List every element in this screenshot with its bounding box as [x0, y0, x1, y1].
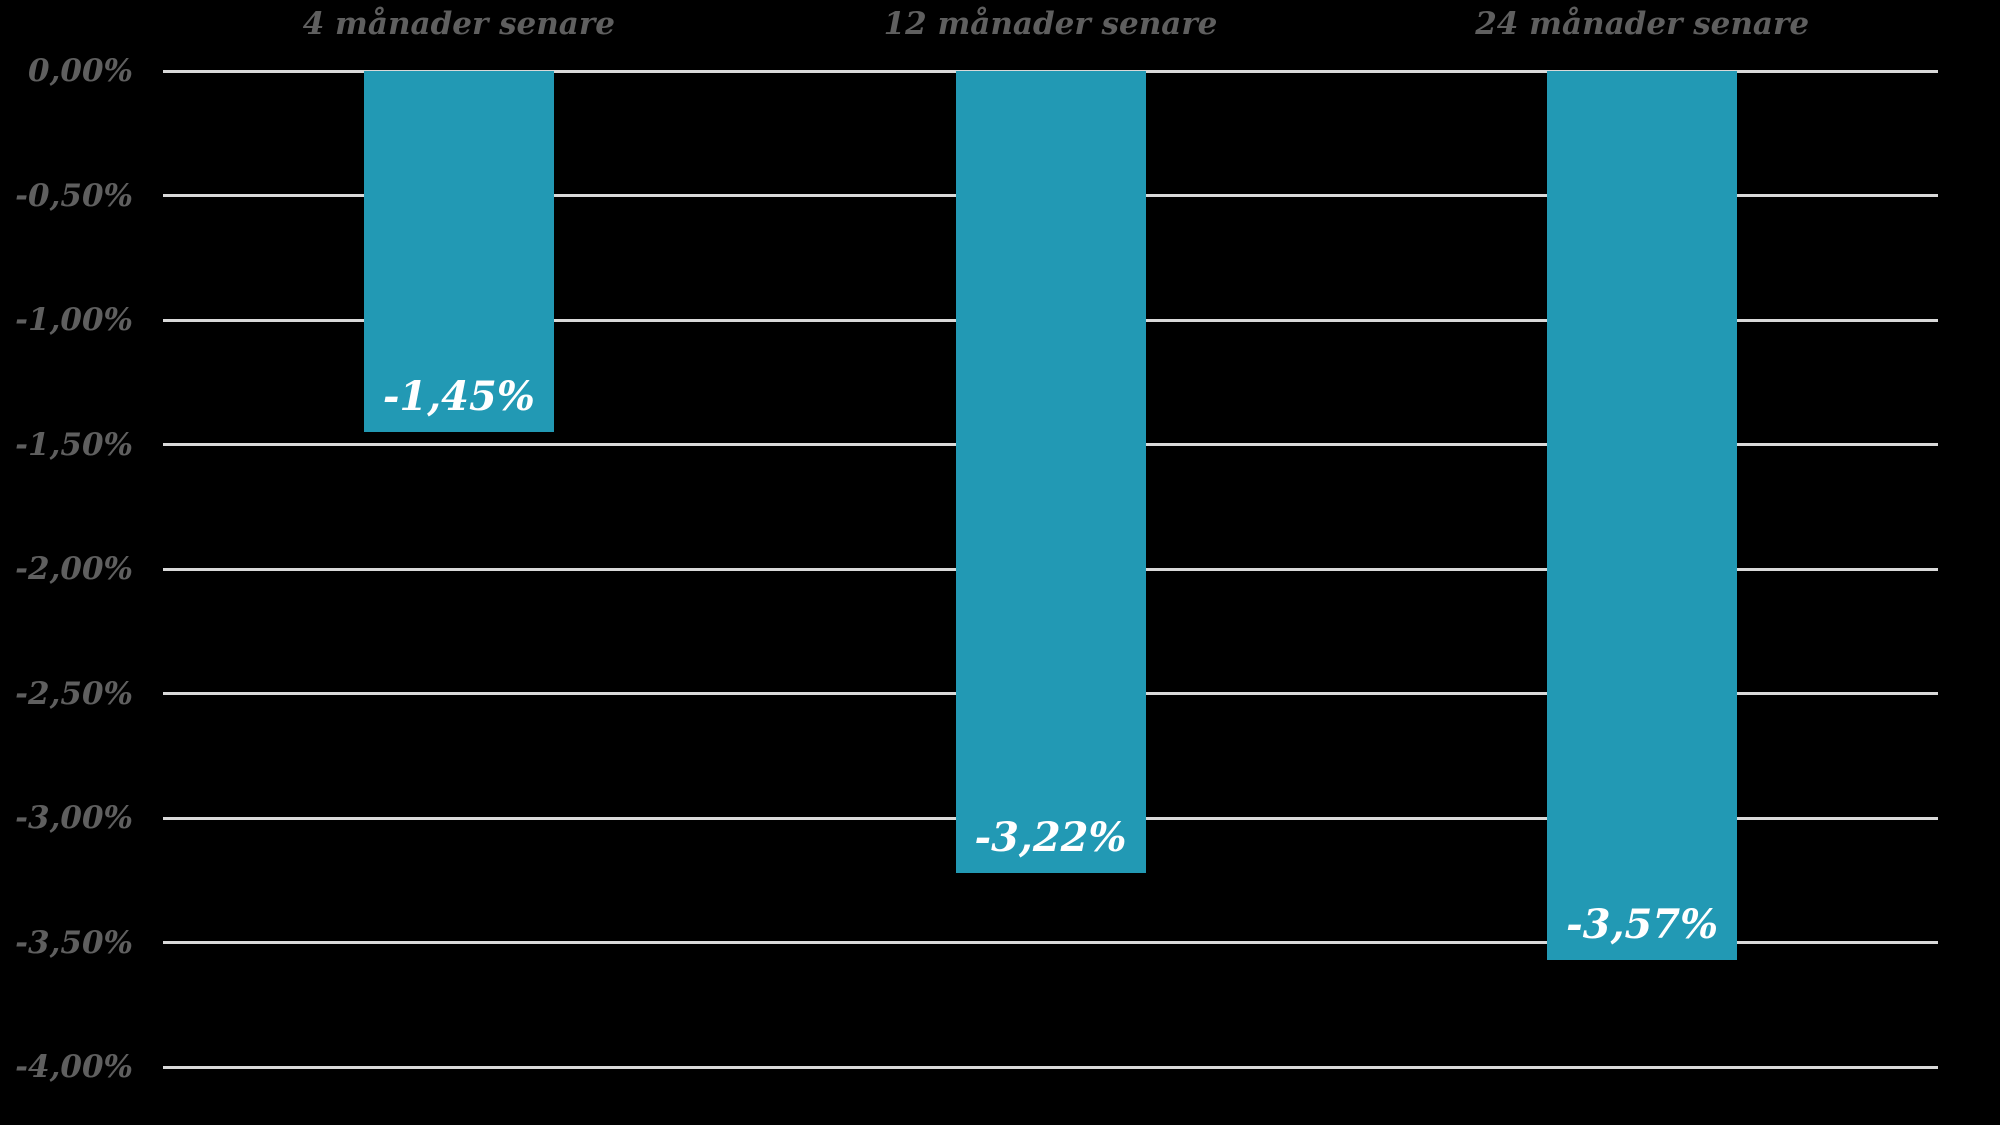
y-axis-tick-label: 0,00%: [28, 53, 133, 89]
y-axis-tick-label: -4,00%: [15, 1049, 133, 1085]
bar-value-label: -3,57%: [1566, 900, 1719, 948]
category-title: 24 månader senare: [1475, 6, 1810, 42]
category-title: 4 månader senare: [302, 6, 615, 42]
y-axis-tick-label: -3,00%: [15, 800, 133, 836]
gridline: [163, 1065, 1938, 1069]
y-axis-tick-label: -2,50%: [15, 675, 133, 712]
bar: -3,57%: [1547, 71, 1738, 960]
y-axis-tick-label: -1,00%: [15, 302, 133, 338]
category-title: 12 månader senare: [883, 6, 1218, 42]
gridline: [163, 941, 1938, 944]
bar: -3,22%: [955, 71, 1146, 873]
bar-value-label: -3,22%: [974, 813, 1127, 861]
bar: -1,45%: [363, 71, 554, 433]
y-axis-tick-label: -3,50%: [15, 924, 133, 961]
y-axis-tick-label: -1,50%: [15, 426, 133, 463]
y-axis-tick-label: -0,50%: [15, 177, 133, 214]
bar-value-label: -1,45%: [382, 373, 535, 421]
y-axis-tick-label: -2,00%: [15, 551, 133, 587]
